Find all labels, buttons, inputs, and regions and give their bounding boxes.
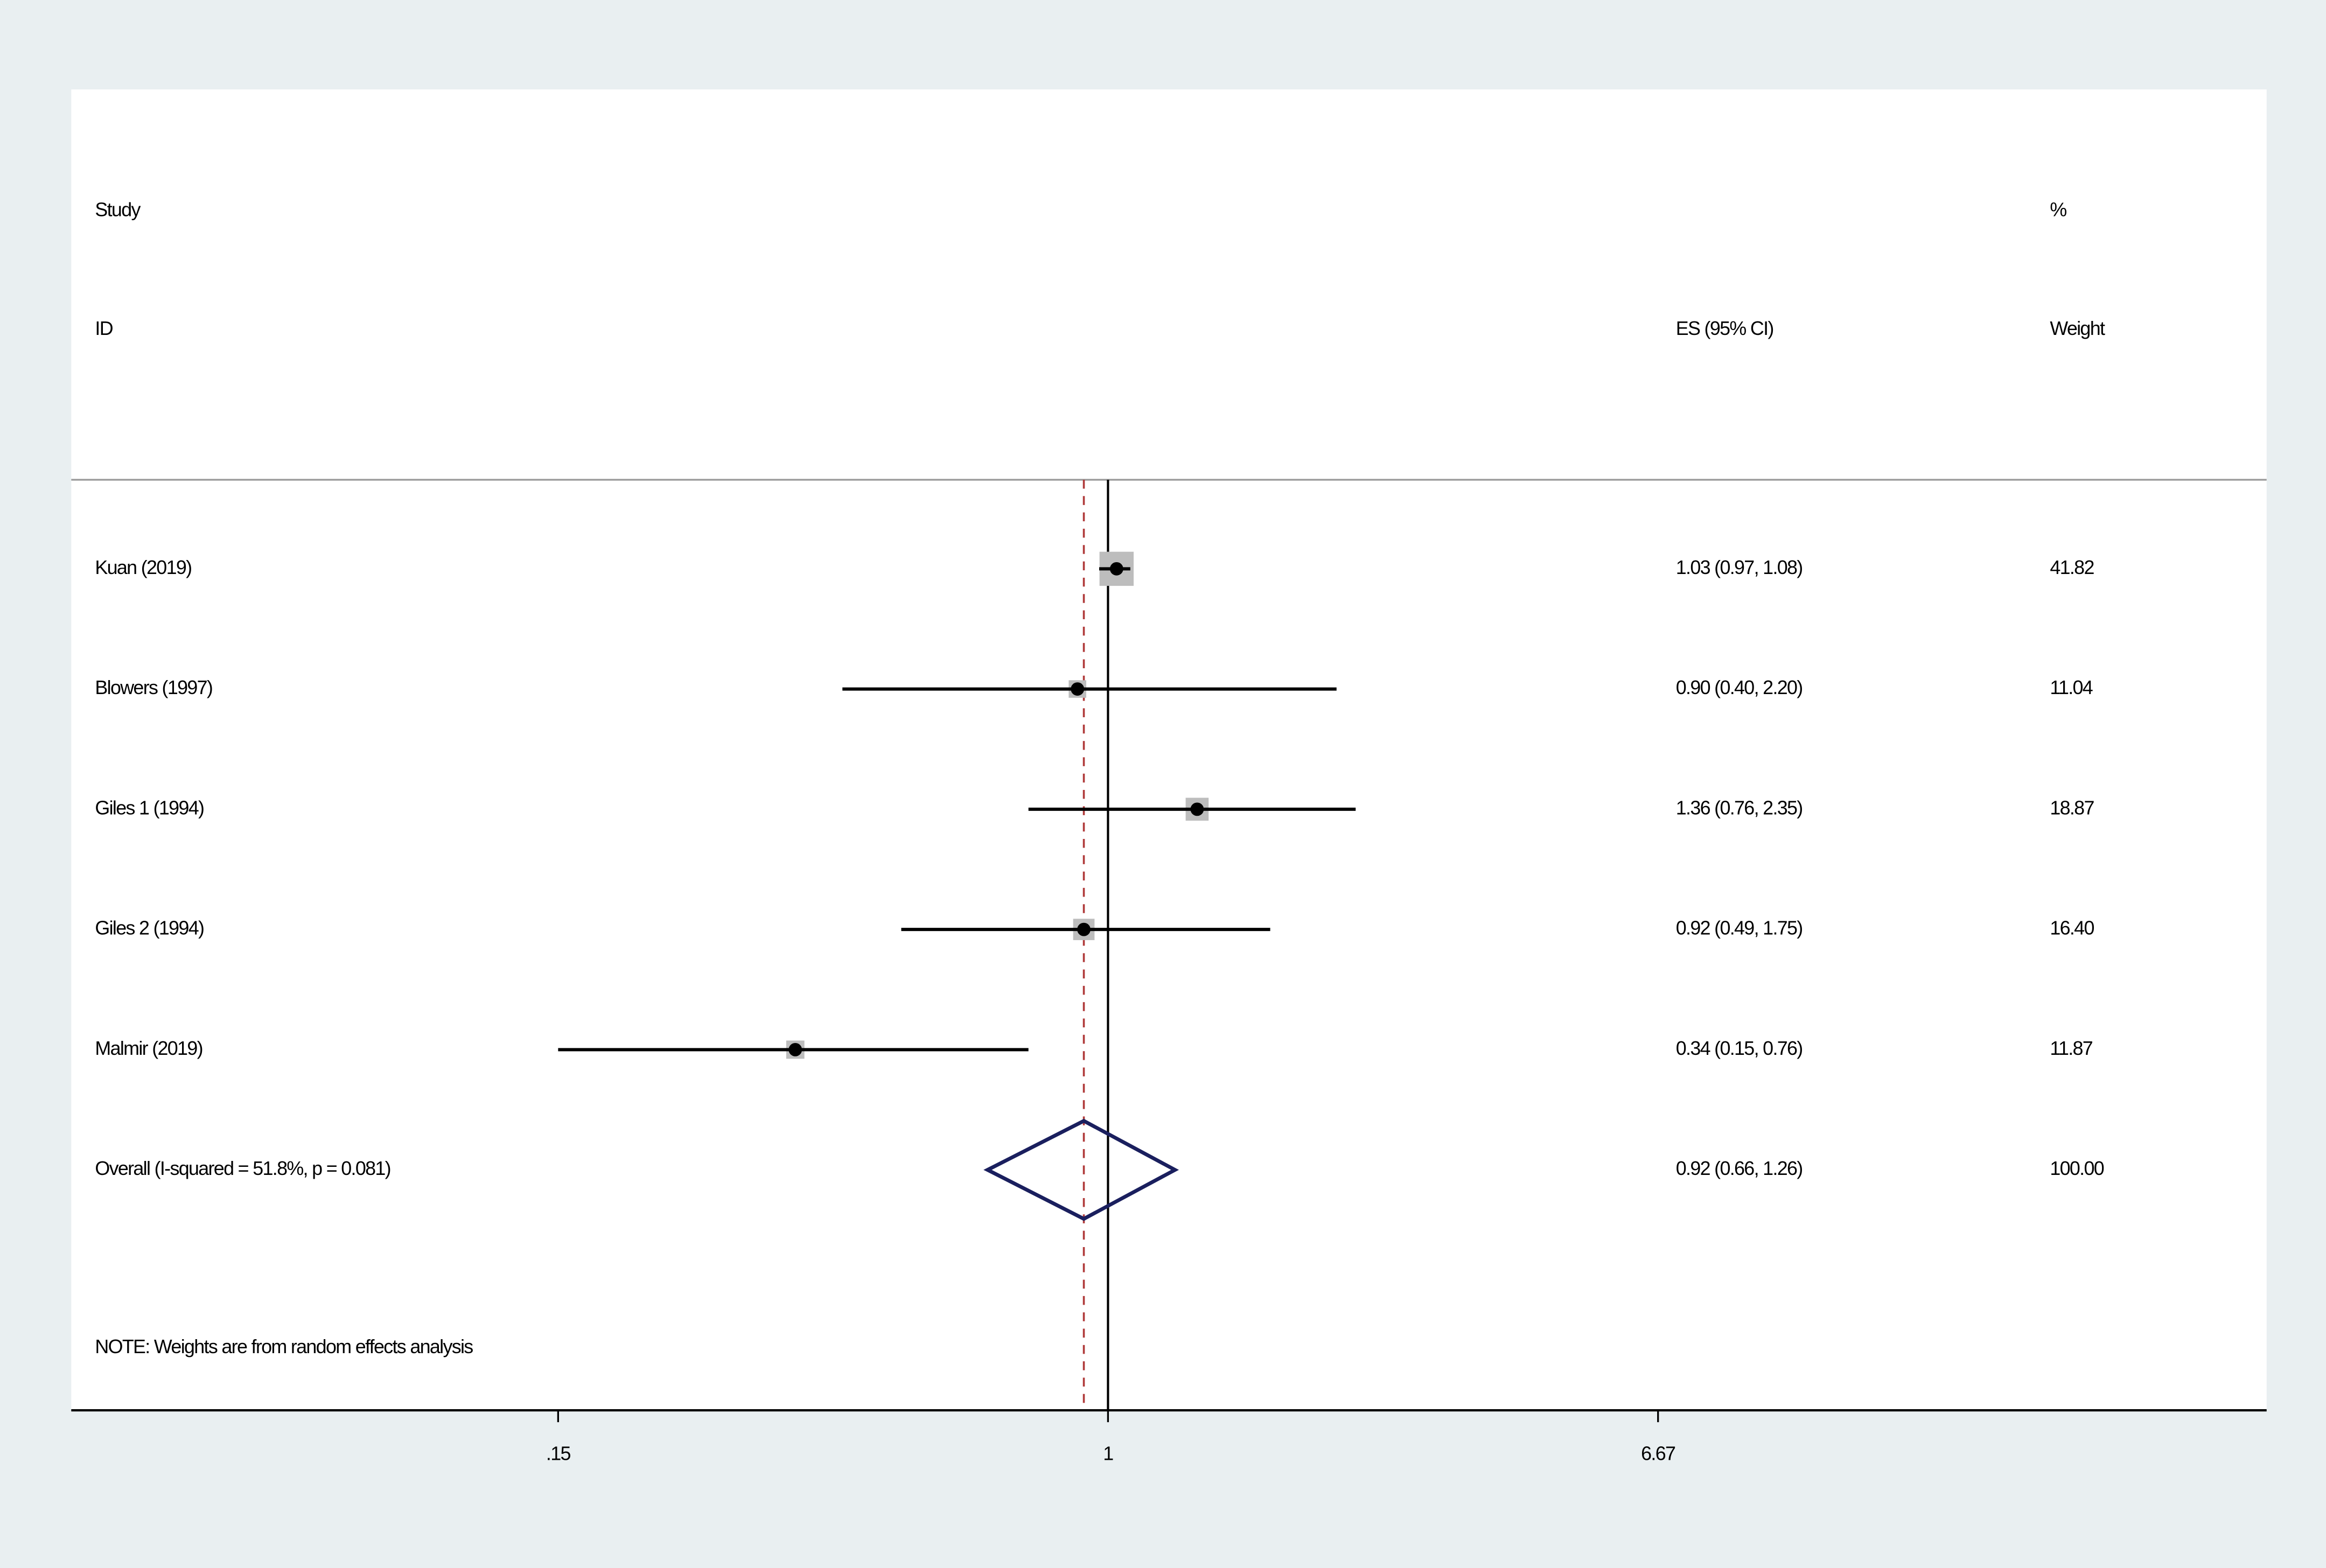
point-estimate — [788, 1042, 802, 1056]
study-name: Malmir (2019) — [95, 1038, 202, 1059]
x-tick-label: 1 — [1103, 1443, 1113, 1464]
weight-label: 18.87 — [2050, 797, 2094, 818]
point-estimate — [1071, 682, 1085, 696]
point-estimate — [1109, 562, 1123, 576]
header-weight: Weight — [2050, 318, 2105, 339]
overall-name: Overall (I-squared = 51.8%, p = 0.081) — [95, 1158, 390, 1179]
overall-weight-label: 100.00 — [2050, 1158, 2104, 1179]
x-tick-label: .15 — [546, 1443, 571, 1464]
weight-label: 41.82 — [2050, 557, 2094, 578]
plot-panel — [71, 89, 2267, 1411]
header-percent: % — [2050, 199, 2066, 221]
header-id: ID — [95, 318, 113, 339]
header-study: Study — [95, 199, 141, 221]
study-name: Giles 1 (1994) — [95, 797, 204, 818]
weight-label: 16.40 — [2050, 918, 2094, 939]
study-name: Blowers (1997) — [95, 677, 212, 698]
overall-diamond — [983, 1118, 1179, 1221]
weight-label: 11.04 — [2050, 677, 2092, 698]
study-name: Giles 2 (1994) — [95, 918, 204, 939]
es-label: 1.36 (0.76, 2.35) — [1676, 797, 1803, 818]
es-label: 0.90 (0.40, 2.20) — [1676, 677, 1803, 698]
weight-label: 11.87 — [2050, 1038, 2092, 1059]
note: NOTE: Weights are from random effects an… — [95, 1336, 473, 1357]
es-label: 0.92 (0.49, 1.75) — [1676, 918, 1803, 939]
point-estimate — [1077, 922, 1091, 936]
overall-es-label: 0.92 (0.66, 1.26) — [1676, 1158, 1803, 1179]
point-estimate — [1190, 802, 1204, 816]
es-label: 1.03 (0.97, 1.08) — [1676, 557, 1803, 578]
x-tick-label: 6.67 — [1641, 1443, 1675, 1464]
header-es: ES (95% CI) — [1676, 318, 1773, 339]
es-label: 0.34 (0.15, 0.76) — [1676, 1038, 1803, 1059]
study-name: Kuan (2019) — [95, 557, 191, 578]
